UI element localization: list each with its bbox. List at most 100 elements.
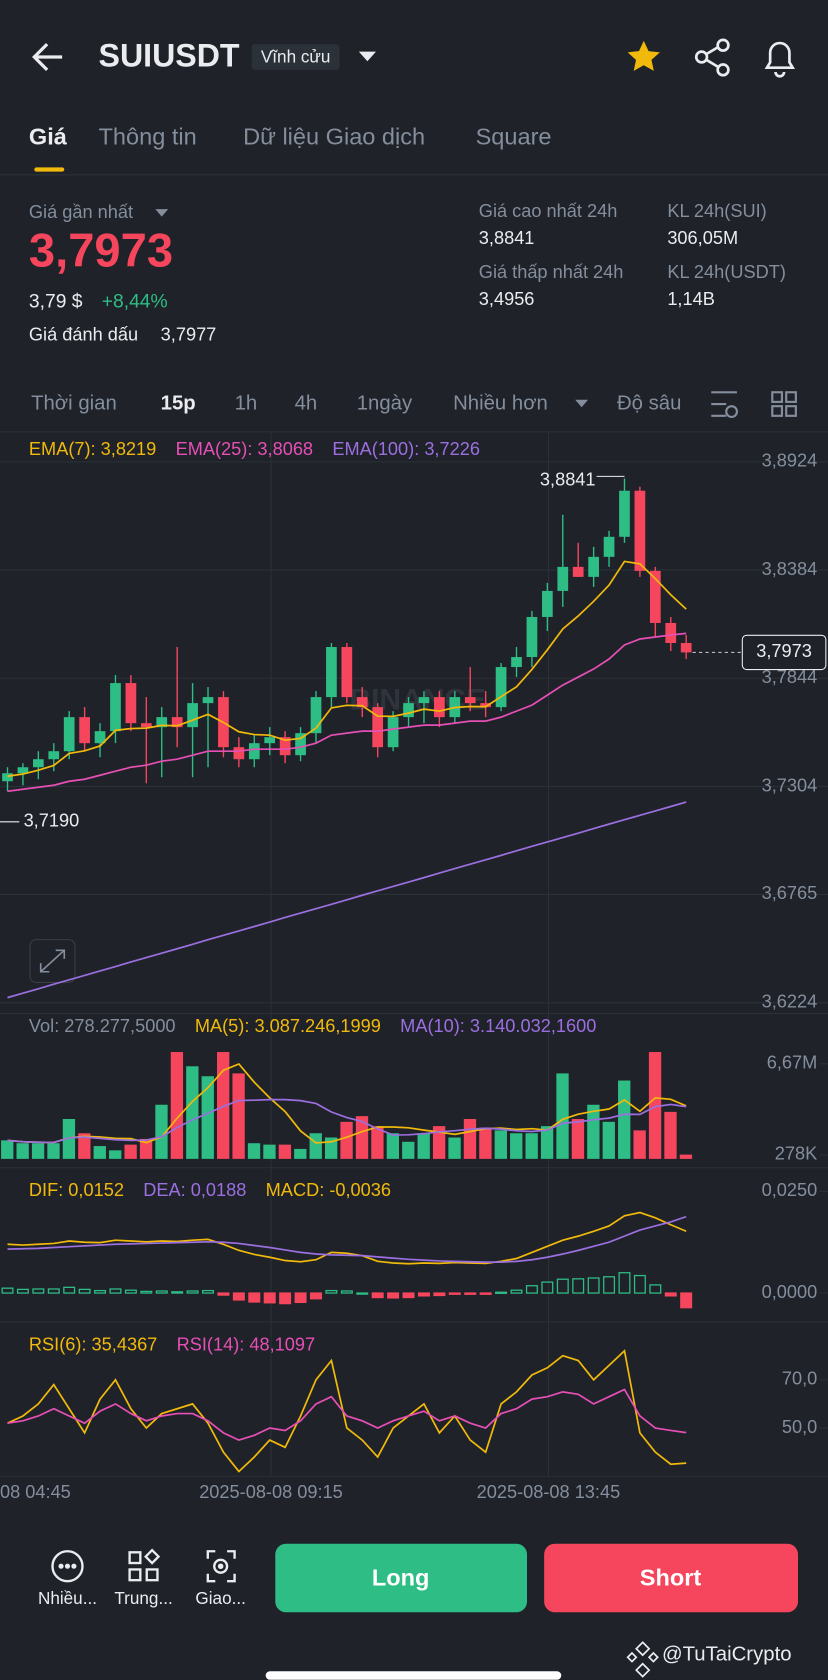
long-button[interactable] [275, 1543, 528, 1613]
interval[interactable]: Thời gian [31, 392, 117, 414]
candle-body [248, 743, 260, 760]
icon[interactable] [51, 1550, 84, 1583]
macd-bar [464, 1292, 477, 1295]
home-indicator [265, 1671, 562, 1680]
indicator-settings[interactable] [711, 391, 739, 418]
volume-bar [355, 1116, 369, 1159]
macd-bar [417, 1292, 430, 1297]
interval[interactable]: Độ sâu [617, 392, 681, 414]
icon-label[interactable]: Nhiều... [38, 1588, 97, 1608]
price-dropdown[interactable] [155, 209, 169, 217]
candle-body [403, 703, 414, 718]
notifications[interactable] [764, 41, 796, 78]
volume-bar [448, 1137, 461, 1159]
credit-logo [626, 1641, 659, 1678]
symbol-dropdown[interactable] [358, 51, 376, 62]
candle-body [542, 590, 553, 617]
share[interactable] [694, 38, 730, 77]
macd-bar [248, 1292, 261, 1303]
more-dropdown[interactable] [575, 399, 589, 408]
icon-label[interactable]: Giao... [195, 1588, 245, 1608]
stat-label: Giá cao nhất 24h [479, 201, 618, 221]
usd-price: 3,79 $ [29, 291, 83, 312]
candle-body [140, 723, 152, 728]
short-label[interactable]: Short [640, 1564, 702, 1590]
interval[interactable]: 1ngày [357, 392, 413, 414]
expand-button[interactable] [29, 939, 76, 983]
candle-body [588, 556, 599, 577]
interval[interactable]: Nhiều hơn [453, 392, 548, 414]
favorite[interactable] [627, 40, 660, 71]
candle-body [110, 683, 121, 732]
candle-body [495, 667, 507, 708]
volume-bar [31, 1143, 45, 1159]
macd-bar [587, 1277, 600, 1294]
tab[interactable]: Dữ liệu Giao dịch [243, 124, 425, 150]
interval[interactable]: 15p [161, 392, 196, 414]
x-tick-label: 2025-08-08 09:15 [199, 1482, 343, 1502]
candle-body [464, 697, 476, 704]
macd-bar [479, 1292, 492, 1295]
volume-bar [217, 1052, 230, 1159]
macd-bar [371, 1292, 384, 1299]
credit: @TuTaiCrypto [662, 1644, 792, 1666]
tab[interactable]: Square [476, 124, 552, 150]
volume-bar [155, 1104, 168, 1159]
layout-button[interactable] [771, 391, 797, 417]
indicator-line [7, 1349, 687, 1473]
y-tick-label: 70,0 [782, 1369, 817, 1389]
volume-bar [263, 1144, 276, 1159]
candle-body [418, 697, 430, 704]
indicator-legend: RSI(6): 35,4367 [29, 1334, 157, 1354]
price-label: Giá gần nhất [29, 202, 133, 222]
volume-bar [278, 1144, 292, 1159]
interval[interactable]: 1h [235, 392, 258, 414]
macd-bar [294, 1292, 307, 1304]
volume-bar [679, 1154, 693, 1159]
candle-body [295, 733, 306, 756]
y-tick-label: 50,0 [782, 1417, 817, 1437]
candle-body [17, 767, 29, 774]
tab[interactable]: Thông tin [99, 124, 197, 150]
macd-bar [402, 1292, 415, 1299]
indicator-line [7, 632, 687, 793]
macd-bar [1, 1287, 14, 1294]
macd-bar [510, 1289, 523, 1294]
icon[interactable] [206, 1550, 236, 1583]
stat-value: 3,8841 [479, 228, 535, 248]
macd-bar [94, 1289, 107, 1294]
interval[interactable]: 4h [295, 392, 318, 414]
macd-bar [664, 1292, 677, 1297]
macd-bar [649, 1284, 662, 1294]
macd-bar [495, 1291, 508, 1294]
indicator-line [7, 1388, 687, 1442]
y-tick-label: 3,7304 [762, 775, 818, 795]
candle-body [356, 697, 368, 708]
high-label: 3,8841 [540, 469, 596, 489]
volume-bar [618, 1080, 631, 1159]
low-label: 3,7190 [24, 811, 80, 831]
macd-bar [232, 1292, 245, 1301]
macd-bar [433, 1292, 446, 1297]
indicator-legend: MA(10): 3.140.032,1600 [400, 1016, 596, 1036]
icon-label[interactable]: Trung... [114, 1588, 172, 1608]
candle-body [434, 697, 445, 718]
long-label[interactable]: Long [372, 1564, 430, 1590]
x-tick-label: 2025-08-08 13:45 [477, 1482, 621, 1502]
indicator-line [7, 1062, 687, 1144]
x-tick-label: 08 04:45 [0, 1482, 71, 1502]
short-button[interactable] [544, 1543, 799, 1613]
back-button[interactable] [32, 42, 63, 71]
tab[interactable]: Giá [29, 124, 68, 150]
candle-body [649, 570, 661, 623]
mark-label: Giá đánh dấu [29, 324, 138, 344]
volume-bar [170, 1052, 184, 1159]
macd-bar [633, 1274, 646, 1294]
candle-body [187, 703, 198, 728]
y-tick-label: 278K [775, 1144, 817, 1164]
candle-body [48, 751, 60, 760]
icon[interactable] [128, 1548, 161, 1582]
macd-bar [525, 1285, 538, 1294]
macd-bar [63, 1286, 76, 1294]
